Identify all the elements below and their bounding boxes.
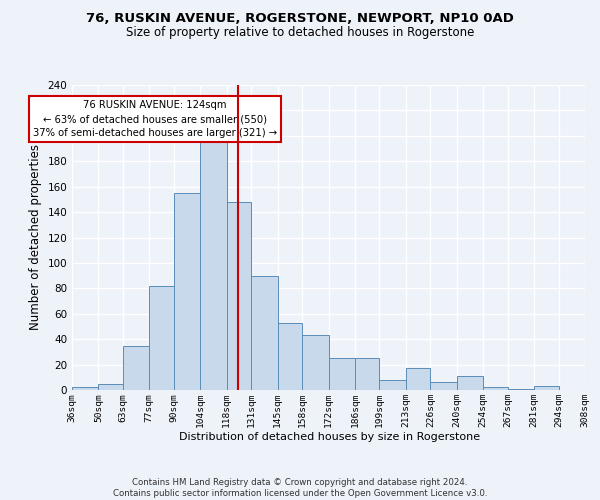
Bar — [457, 376, 483, 390]
Bar — [149, 286, 174, 390]
Bar — [508, 388, 534, 390]
Bar — [379, 380, 406, 390]
Bar — [302, 336, 329, 390]
Bar — [329, 358, 355, 390]
Text: Size of property relative to detached houses in Rogerstone: Size of property relative to detached ho… — [126, 26, 474, 39]
Text: 76 RUSKIN AVENUE: 124sqm
← 63% of detached houses are smaller (550)
37% of semi-: 76 RUSKIN AVENUE: 124sqm ← 63% of detach… — [33, 100, 277, 138]
Bar — [406, 368, 430, 390]
Bar — [174, 193, 200, 390]
Bar — [227, 202, 251, 390]
Bar — [123, 346, 149, 390]
Y-axis label: Number of detached properties: Number of detached properties — [29, 144, 42, 330]
Bar — [430, 382, 457, 390]
Text: 76, RUSKIN AVENUE, ROGERSTONE, NEWPORT, NP10 0AD: 76, RUSKIN AVENUE, ROGERSTONE, NEWPORT, … — [86, 12, 514, 26]
Text: Contains HM Land Registry data © Crown copyright and database right 2024.
Contai: Contains HM Land Registry data © Crown c… — [113, 478, 487, 498]
Bar — [200, 130, 227, 390]
Bar — [72, 388, 98, 390]
Text: Distribution of detached houses by size in Rogerstone: Distribution of detached houses by size … — [179, 432, 481, 442]
Bar — [483, 388, 508, 390]
Bar — [251, 276, 278, 390]
Bar — [355, 358, 379, 390]
Bar — [98, 384, 123, 390]
Bar — [278, 322, 302, 390]
Bar — [534, 386, 559, 390]
